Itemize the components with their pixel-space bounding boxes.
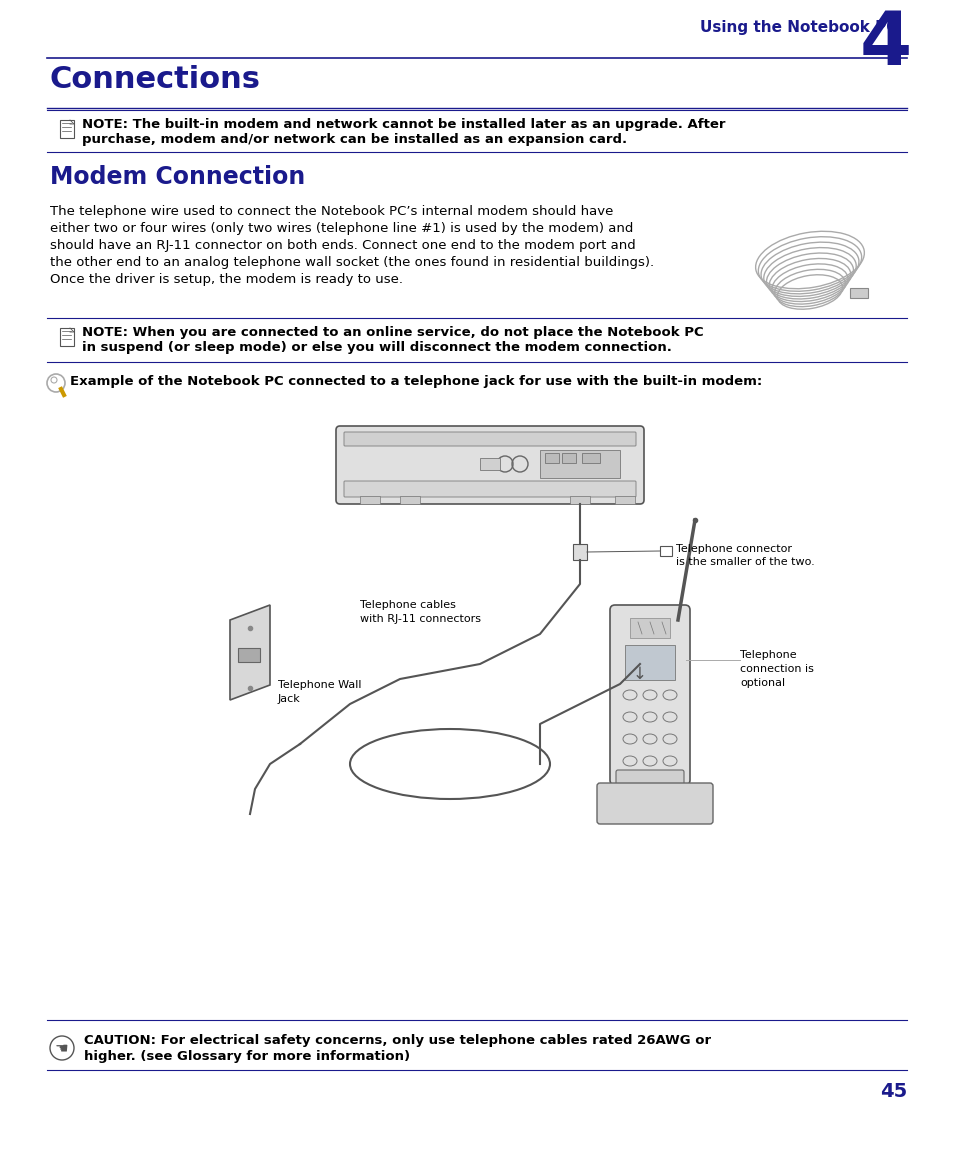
Bar	[539, 450, 619, 478]
Bar	[399, 495, 419, 504]
Text: should have an RJ-11 connector on both ends. Connect one end to the modem port a: should have an RJ-11 connector on both e…	[50, 239, 635, 252]
Text: ↓: ↓	[633, 665, 646, 683]
Bar	[237, 648, 260, 662]
Bar	[629, 618, 669, 638]
Text: higher. (see Glossary for more information): higher. (see Glossary for more informati…	[84, 1050, 410, 1063]
Text: Once the driver is setup, the modem is ready to use.: Once the driver is setup, the modem is r…	[50, 273, 402, 286]
Text: Telephone Wall: Telephone Wall	[277, 680, 361, 690]
Text: Modem Connection: Modem Connection	[50, 165, 305, 189]
FancyBboxPatch shape	[335, 426, 643, 504]
Bar	[573, 544, 586, 560]
Text: Telephone: Telephone	[740, 650, 796, 660]
Text: Telephone cables: Telephone cables	[359, 599, 456, 610]
Bar	[479, 459, 499, 470]
Text: 4: 4	[859, 8, 911, 81]
Text: either two or four wires (only two wires (telephone line #1) is used by the mode: either two or four wires (only two wires…	[50, 222, 633, 234]
Bar	[561, 453, 576, 463]
Text: Jack: Jack	[277, 694, 300, 705]
Text: 45: 45	[879, 1082, 906, 1101]
Bar	[624, 644, 675, 680]
FancyBboxPatch shape	[344, 432, 636, 446]
Text: the other end to an analog telephone wall socket (the ones found in residential : the other end to an analog telephone wal…	[50, 256, 654, 269]
FancyBboxPatch shape	[616, 770, 683, 788]
Text: CAUTION: For electrical safety concerns, only use telephone cables rated 26AWG o: CAUTION: For electrical safety concerns,…	[84, 1034, 710, 1046]
Bar	[544, 453, 558, 463]
FancyBboxPatch shape	[597, 783, 712, 824]
Bar	[60, 328, 74, 346]
Text: Connections: Connections	[50, 65, 261, 94]
Bar	[581, 453, 599, 463]
FancyBboxPatch shape	[344, 480, 636, 497]
Polygon shape	[230, 605, 270, 700]
Bar	[359, 495, 379, 504]
Text: in suspend (or sleep mode) or else you will disconnect the modem connection.: in suspend (or sleep mode) or else you w…	[82, 341, 671, 353]
Text: Telephone connector: Telephone connector	[676, 544, 791, 554]
Bar	[569, 495, 589, 504]
Text: with RJ-11 connectors: with RJ-11 connectors	[359, 614, 480, 624]
FancyBboxPatch shape	[609, 605, 689, 785]
Text: NOTE: When you are connected to an online service, do not place the Notebook PC: NOTE: When you are connected to an onlin…	[82, 326, 703, 340]
Text: purchase, modem and/or network can be installed as an expansion card.: purchase, modem and/or network can be in…	[82, 133, 626, 146]
Bar	[849, 288, 867, 298]
Text: Example of the Notebook PC connected to a telephone jack for use with the built-: Example of the Notebook PC connected to …	[70, 375, 761, 388]
Text: NOTE: The built-in modem and network cannot be installed later as an upgrade. Af: NOTE: The built-in modem and network can…	[82, 118, 724, 131]
Text: is the smaller of the two.: is the smaller of the two.	[676, 557, 814, 567]
Text: Using the Notebook PC: Using the Notebook PC	[700, 20, 897, 35]
Bar	[615, 495, 635, 504]
Bar	[60, 120, 74, 137]
Text: The telephone wire used to connect the Notebook PC’s internal modem should have: The telephone wire used to connect the N…	[50, 204, 613, 218]
Text: optional: optional	[740, 678, 784, 688]
Bar	[659, 546, 671, 556]
Text: connection is: connection is	[740, 664, 813, 675]
Text: ☚: ☚	[55, 1041, 69, 1056]
